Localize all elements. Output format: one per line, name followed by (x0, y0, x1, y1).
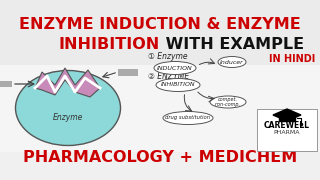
FancyBboxPatch shape (0, 81, 12, 87)
Text: PHARMACOLOGY + MEDICHEM: PHARMACOLOGY + MEDICHEM (23, 150, 297, 165)
Ellipse shape (163, 111, 213, 125)
Text: CAREWELL: CAREWELL (264, 120, 310, 129)
Ellipse shape (15, 71, 121, 145)
FancyBboxPatch shape (118, 69, 138, 76)
Ellipse shape (156, 78, 200, 91)
Text: INHIBITION: INHIBITION (161, 82, 195, 87)
Ellipse shape (154, 62, 196, 75)
FancyBboxPatch shape (0, 0, 320, 65)
Text: IN HINDI: IN HINDI (269, 54, 315, 64)
Text: Inducer: Inducer (220, 60, 244, 64)
FancyBboxPatch shape (257, 109, 317, 151)
FancyBboxPatch shape (0, 152, 320, 180)
Ellipse shape (218, 57, 246, 68)
Text: WITH EXAMPLE: WITH EXAMPLE (160, 37, 304, 52)
Polygon shape (273, 109, 301, 121)
Polygon shape (279, 115, 295, 121)
Text: ENZYME INDUCTION & ENZYME: ENZYME INDUCTION & ENZYME (19, 17, 301, 32)
Text: ① Enzyme: ① Enzyme (148, 52, 188, 61)
Ellipse shape (210, 96, 246, 108)
Text: INDUCTION: INDUCTION (157, 66, 193, 71)
Text: ② ENZYME: ② ENZYME (148, 72, 189, 81)
Text: INHIBITION: INHIBITION (59, 37, 160, 52)
Text: compet.
non-comp.: compet. non-comp. (215, 97, 241, 107)
Polygon shape (35, 68, 100, 97)
Text: Enzyme: Enzyme (53, 114, 83, 123)
Text: drug substitution: drug substitution (165, 116, 211, 120)
Text: PHARMA: PHARMA (274, 130, 300, 136)
